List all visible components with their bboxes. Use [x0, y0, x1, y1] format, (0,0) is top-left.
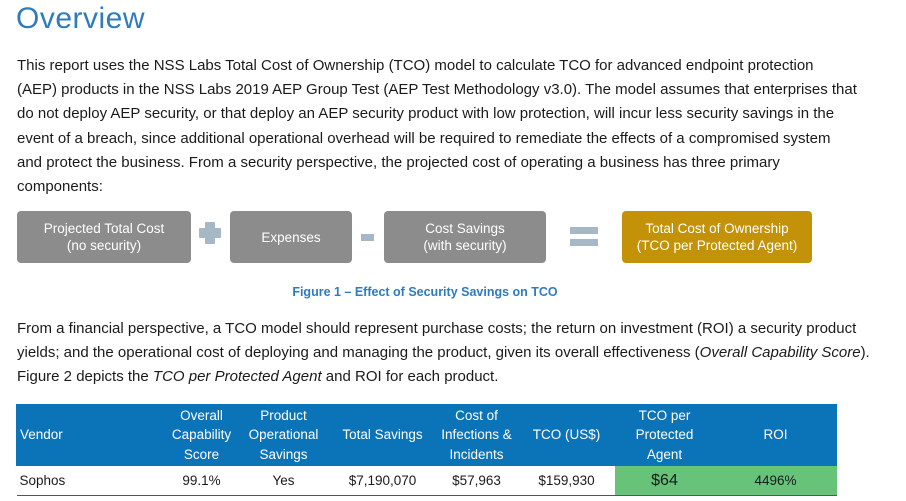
financial-italic-2: TCO per Protected Agent — [152, 368, 322, 386]
financial-italic-1: Overall Capability Score — [699, 344, 861, 362]
header-tco-agent: TCO per Protected Agent — [614, 404, 715, 466]
financial-text-2: ). Figure 2 depicts the — [17, 344, 870, 386]
expenses-label: Expenses — [261, 229, 321, 245]
expenses-box: Expenses — [230, 211, 352, 263]
cell-tco-agent: $64 — [614, 465, 715, 496]
cost-savings-sublabel: (with security) — [423, 238, 507, 253]
table-row: Sophos 99.1% Yes $7,190,070 $57,963 $159… — [16, 465, 837, 496]
cell-infections: $57,963 — [434, 465, 519, 496]
page-title: Overview — [16, 2, 146, 35]
header-roi: ROI — [714, 404, 837, 466]
projected-cost-sublabel: (no security) — [66, 238, 142, 253]
table-header-row: Vendor Overall Capability Score Product Ope… — [16, 404, 837, 466]
intro-paragraph: This report uses the NSS Labs Total Cost… — [17, 57, 857, 196]
header-operational: Product Operational Savings — [236, 404, 331, 466]
financial-text-1: From a financial perspective, a TCO mode… — [17, 320, 857, 362]
cell-roi: 4496% — [714, 465, 837, 496]
header-total-savings: Total Savings — [330, 404, 435, 466]
figure-caption: Figure 1 – Effect of Security Savings on… — [292, 285, 558, 299]
tco-sublabel: (TCO per Protected Agent) — [636, 238, 798, 253]
header-vendor: Vendor — [16, 404, 167, 466]
header-infections: Cost of Infections & Incidents — [434, 404, 519, 466]
cell-tco: $159,930 — [518, 465, 615, 496]
cost-savings-label: Cost Savings — [425, 221, 505, 236]
tco-label: Total Cost of Ownership — [645, 221, 789, 236]
projected-cost-label: Projected Total Cost — [43, 221, 165, 236]
cost-savings-box: Cost Savings (with security) — [384, 211, 546, 263]
tco-table: Vendor Overall Capability Score Product Ope… — [16, 404, 837, 496]
financial-text-3: and ROI for each product. — [321, 368, 499, 386]
cell-total-savings: $7,190,070 — [330, 465, 435, 496]
tco-box: Total Cost of Ownership (TCO per Protect… — [622, 211, 812, 263]
financial-paragraph: From a financial perspective, a TCO mode… — [17, 317, 877, 390]
cell-capability: 99.1% — [166, 465, 237, 496]
cell-operational: Yes — [236, 465, 331, 496]
projected-cost-box: Projected Total Cost (no security) — [17, 211, 191, 263]
cell-vendor: Sophos — [16, 465, 167, 496]
header-tco: TCO (US$) — [518, 404, 615, 466]
header-capability: Overall Capability Score — [166, 404, 237, 466]
